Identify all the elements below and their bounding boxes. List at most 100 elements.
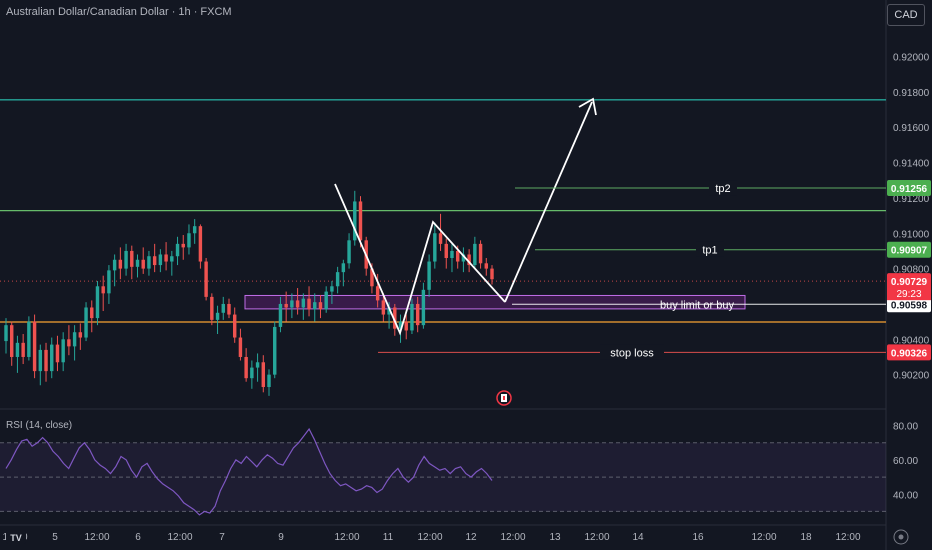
candle[interactable] <box>84 307 88 338</box>
candle[interactable] <box>4 325 8 342</box>
projection-arrow-line[interactable] <box>504 101 593 303</box>
candle[interactable] <box>478 243 483 264</box>
pattern-path[interactable] <box>334 183 506 336</box>
candle[interactable] <box>450 250 454 258</box>
candle[interactable] <box>490 268 494 280</box>
candle[interactable] <box>67 339 71 347</box>
candle[interactable] <box>324 291 328 310</box>
rsi-line[interactable] <box>5 427 493 516</box>
candle[interactable] <box>410 303 414 331</box>
candle[interactable] <box>112 259 117 271</box>
candle[interactable] <box>467 254 471 266</box>
candle[interactable] <box>427 261 431 290</box>
candle[interactable] <box>421 289 426 326</box>
candle[interactable] <box>313 302 317 310</box>
time-tick-label: 12:00 <box>84 532 109 543</box>
candle[interactable] <box>55 344 60 363</box>
candle[interactable] <box>187 233 191 248</box>
candle[interactable] <box>221 303 225 313</box>
candle[interactable] <box>21 342 25 357</box>
candle[interactable] <box>301 298 306 308</box>
candle[interactable] <box>130 250 134 267</box>
candle[interactable] <box>244 356 248 379</box>
candle[interactable] <box>415 303 420 326</box>
candle[interactable] <box>295 300 300 308</box>
candle[interactable] <box>44 349 48 372</box>
candle[interactable] <box>107 270 111 294</box>
candle[interactable] <box>404 321 408 331</box>
candle[interactable] <box>78 332 83 338</box>
time-tick-label: 14 <box>632 532 644 543</box>
candle[interactable] <box>461 254 466 262</box>
candle[interactable] <box>438 233 443 244</box>
candle[interactable] <box>50 344 54 372</box>
candle[interactable] <box>370 268 374 287</box>
price-tick-label: 0.90200 <box>893 371 930 382</box>
candle[interactable] <box>15 342 20 357</box>
candle[interactable] <box>232 314 237 338</box>
candle[interactable] <box>101 286 105 294</box>
candle[interactable] <box>433 233 437 262</box>
candle[interactable] <box>215 312 220 320</box>
candle[interactable] <box>124 250 128 269</box>
time-tick-label: 6 <box>135 532 141 543</box>
candle[interactable] <box>61 339 65 363</box>
candle[interactable] <box>250 367 254 379</box>
candle[interactable] <box>192 226 197 234</box>
candle[interactable] <box>307 298 311 310</box>
candle[interactable] <box>118 259 123 269</box>
candle[interactable] <box>181 243 185 248</box>
candle[interactable] <box>353 201 357 241</box>
candle[interactable] <box>72 332 77 347</box>
candle[interactable] <box>290 300 294 308</box>
candle[interactable] <box>318 302 323 310</box>
candle[interactable] <box>164 254 168 262</box>
candle[interactable] <box>358 201 363 241</box>
buy-zone-rectangle[interactable] <box>244 294 746 310</box>
candle[interactable] <box>227 303 231 315</box>
candle[interactable] <box>175 243 180 257</box>
candle[interactable] <box>375 286 380 301</box>
candle[interactable] <box>335 272 340 287</box>
candle[interactable] <box>273 326 277 375</box>
candle[interactable] <box>27 321 31 357</box>
candle[interactable] <box>210 296 214 320</box>
candle[interactable] <box>484 263 488 269</box>
currency-button[interactable]: CAD <box>887 4 925 26</box>
candle[interactable] <box>204 261 208 297</box>
candle[interactable] <box>141 259 145 269</box>
candle[interactable] <box>330 286 334 292</box>
candle[interactable] <box>398 321 403 329</box>
time-tick-label: 12:00 <box>835 532 860 543</box>
candle[interactable] <box>284 303 288 308</box>
candle[interactable] <box>90 307 94 319</box>
candle[interactable] <box>341 263 346 273</box>
candle[interactable] <box>32 321 37 372</box>
time-tick-label: 12 <box>465 532 477 543</box>
candle[interactable] <box>444 243 448 258</box>
candle[interactable] <box>170 256 174 262</box>
candle[interactable] <box>38 349 43 372</box>
candle[interactable] <box>135 259 140 267</box>
time-tick-label: 7 <box>219 532 225 543</box>
candle[interactable] <box>95 286 100 319</box>
candle[interactable] <box>147 256 151 269</box>
candle[interactable] <box>278 303 283 327</box>
candle[interactable] <box>261 362 266 388</box>
candle[interactable] <box>473 243 477 266</box>
candle[interactable] <box>381 300 386 315</box>
candle[interactable] <box>455 250 460 262</box>
candle[interactable] <box>393 307 397 329</box>
candle[interactable] <box>152 256 157 266</box>
candle[interactable] <box>255 362 260 368</box>
candle[interactable] <box>238 337 243 357</box>
candle[interactable] <box>347 240 351 264</box>
candle[interactable] <box>10 325 14 357</box>
settings-gear-icon[interactable] <box>893 529 909 545</box>
candle[interactable] <box>158 254 163 266</box>
candle[interactable] <box>198 226 203 262</box>
candle[interactable] <box>387 307 391 315</box>
candle[interactable] <box>267 374 271 388</box>
